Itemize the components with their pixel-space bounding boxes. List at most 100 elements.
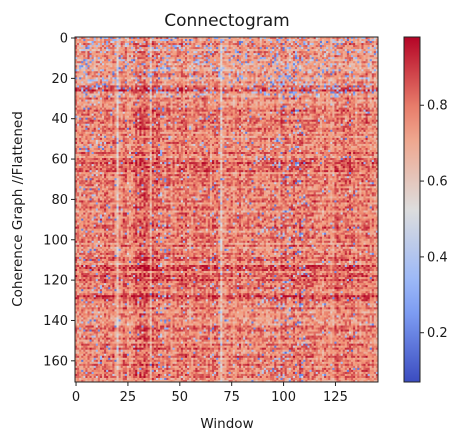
heatmap-cell — [187, 63, 189, 65]
heatmap-cell — [237, 47, 239, 49]
heatmap-cell — [324, 47, 326, 49]
heatmap-cell — [307, 55, 309, 57]
heatmap-cell — [341, 61, 343, 63]
heatmap-cell — [293, 55, 295, 57]
heatmap-cell — [168, 53, 170, 55]
heatmap-cell — [143, 61, 145, 63]
heatmap-cell — [117, 45, 119, 47]
heatmap-cell — [125, 51, 127, 53]
chart-title: Connectogram — [164, 11, 289, 31]
heatmap-cell — [372, 53, 374, 55]
heatmap-cell — [92, 45, 94, 47]
heatmap-cell — [231, 63, 233, 65]
heatmap-cell — [231, 39, 233, 41]
heatmap-cell — [179, 59, 181, 61]
heatmap-cell — [233, 39, 235, 41]
heatmap-cell — [143, 63, 145, 65]
heatmap-cell — [322, 45, 324, 47]
heatmap-cell — [266, 59, 268, 61]
heatmap-cell — [193, 61, 195, 63]
heatmap-cell — [117, 63, 119, 65]
heatmap-cell — [83, 61, 85, 63]
heatmap-cell — [233, 45, 235, 47]
heatmap-cell — [139, 63, 141, 65]
heatmap-cell — [156, 61, 158, 63]
heatmap-cell — [96, 53, 98, 55]
heatmap-cell — [285, 53, 287, 55]
heatmap-cell — [150, 53, 152, 55]
heatmap-cell — [135, 55, 137, 57]
heatmap-cell — [212, 47, 214, 49]
heatmap-cell — [102, 47, 104, 49]
heatmap-cell — [324, 59, 326, 61]
heatmap-cell — [355, 55, 357, 57]
heatmap-cell — [341, 55, 343, 57]
heatmap-cell — [276, 51, 278, 53]
heatmap-cell — [170, 53, 172, 55]
heatmap-cell — [330, 45, 332, 47]
heatmap-cell — [299, 61, 301, 63]
heatmap-cell — [197, 39, 199, 41]
heatmap-cell — [143, 47, 145, 49]
heatmap-cell — [363, 43, 365, 45]
heatmap-cell — [87, 53, 89, 55]
heatmap-cell — [249, 51, 251, 53]
heatmap-cell — [131, 63, 133, 65]
heatmap-cell — [341, 59, 343, 61]
heatmap-cell — [218, 53, 220, 55]
heatmap-cell — [363, 53, 365, 55]
heatmap-cell — [353, 45, 355, 47]
heatmap-cell — [222, 59, 224, 61]
heatmap-cell — [164, 61, 166, 63]
heatmap-cell — [133, 53, 135, 55]
heatmap-cell — [341, 47, 343, 49]
heatmap-cell — [326, 45, 328, 47]
heatmap-cell — [264, 47, 266, 49]
heatmap-cell — [195, 59, 197, 61]
heatmap-cell — [283, 53, 285, 55]
heatmap-cell — [208, 53, 210, 55]
heatmap-cell — [310, 51, 312, 53]
heatmap-cell — [339, 55, 341, 57]
heatmap-cell — [276, 59, 278, 61]
heatmap-cell — [152, 51, 154, 53]
heatmap-cell — [177, 63, 179, 65]
heatmap-cell — [152, 61, 154, 63]
heatmap-cell — [229, 51, 231, 53]
heatmap-cell — [276, 63, 278, 65]
heatmap-cell — [239, 45, 241, 47]
heatmap-cell — [179, 61, 181, 63]
heatmap-cell — [197, 43, 199, 45]
heatmap-cell — [370, 61, 372, 63]
heatmap-cell — [177, 55, 179, 57]
heatmap-cell — [293, 61, 295, 63]
heatmap-cell — [256, 39, 258, 41]
heatmap-cell — [210, 47, 212, 49]
heatmap-cell — [318, 51, 320, 53]
heatmap-cell — [264, 39, 266, 41]
heatmap-cell — [274, 45, 276, 47]
heatmap-cell — [283, 59, 285, 61]
heatmap-cell — [249, 55, 251, 57]
heatmap-cell — [224, 51, 226, 53]
heatmap-cell — [256, 61, 258, 63]
heatmap-cell — [148, 53, 150, 55]
heatmap-cell — [229, 61, 231, 63]
heatmap-cell — [83, 55, 85, 57]
heatmap-cell — [285, 59, 287, 61]
heatmap-cell — [295, 63, 297, 65]
heatmap-cell — [291, 55, 293, 57]
heatmap-cell — [324, 45, 326, 47]
heatmap-cell — [355, 53, 357, 55]
heatmap-cell — [218, 43, 220, 45]
heatmap-cell — [152, 55, 154, 57]
heatmap-cell — [108, 51, 110, 53]
heatmap-cell — [200, 61, 202, 63]
heatmap-cell — [312, 63, 314, 65]
heatmap-cell — [355, 43, 357, 45]
heatmap-cell — [102, 55, 104, 57]
heatmap-cell — [206, 47, 208, 49]
heatmap-cell — [260, 61, 262, 63]
heatmap-cell — [179, 45, 181, 47]
heatmap-cell — [112, 43, 114, 45]
